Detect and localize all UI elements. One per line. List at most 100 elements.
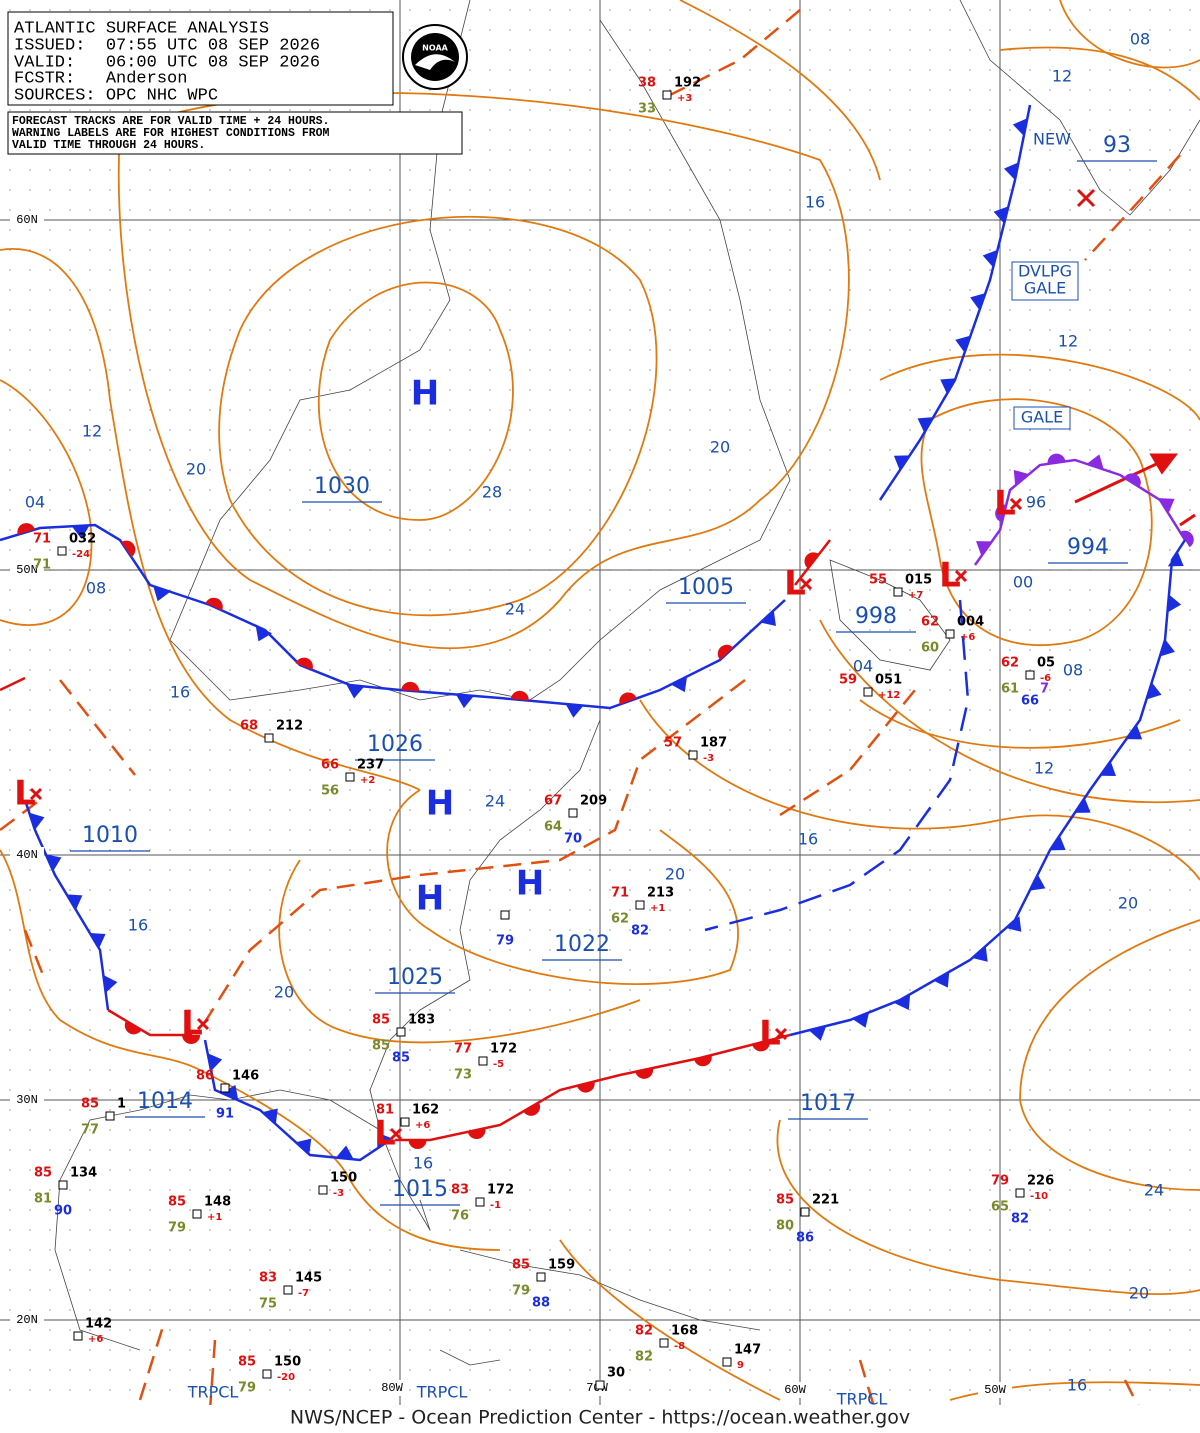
station-vis: 70: [564, 832, 582, 847]
station-tend: +12: [878, 690, 900, 701]
station-dew: 82: [635, 1350, 653, 1365]
station-vis: 91: [216, 1107, 234, 1122]
station-marker: [536, 1272, 546, 1282]
station-marker: [595, 1380, 605, 1390]
low-x: [389, 1127, 403, 1141]
station-temp: 83: [451, 1183, 469, 1198]
station-marker: [262, 1369, 272, 1379]
grid-label-box: [375, 1380, 409, 1396]
station-marker: [500, 910, 510, 920]
warning-label: TRPCL: [187, 1383, 239, 1402]
front-triangle: [295, 1138, 312, 1155]
center-pressure: 1010: [82, 823, 138, 848]
grid-label: 60W: [784, 1383, 806, 1397]
station-tend: +6: [88, 1334, 103, 1345]
front-semicircle: [182, 1035, 201, 1044]
station-dew: 76: [451, 1209, 469, 1224]
front-triangle: [1005, 916, 1022, 932]
station-pressure: 30: [607, 1366, 625, 1381]
station-temp: 71: [611, 886, 629, 901]
front-semicircle: [467, 1128, 486, 1140]
station-pressure: 150: [274, 1355, 301, 1370]
front-semicircle: [124, 1020, 142, 1035]
front-triangle: [1100, 761, 1116, 776]
low-center: L: [14, 774, 36, 814]
header-line: VALID: 06:00 UTC 08 SEP 2026: [14, 53, 320, 72]
grid-label: 50N: [16, 563, 38, 577]
station-temp: 85: [238, 1355, 256, 1370]
low-x: [29, 787, 43, 801]
grid-label: 20N: [16, 1313, 38, 1327]
station-marker: [722, 1357, 732, 1367]
station-tend: -20: [277, 1372, 295, 1383]
station-dew: 79: [512, 1284, 530, 1299]
front-semicircle: [619, 692, 637, 705]
station-dew: 79: [238, 1381, 256, 1396]
station-marker: [57, 546, 67, 556]
front-triangle: [1159, 639, 1175, 657]
front-semicircle: [510, 690, 529, 701]
grid-label: 50W: [984, 1383, 1006, 1397]
isobar-label: 12: [1052, 67, 1072, 86]
station-temp: 85: [81, 1097, 99, 1112]
isobar-label: 28: [482, 483, 502, 502]
station-marker: [800, 1207, 810, 1217]
grid-label-box: [10, 212, 44, 228]
grid-label: 40N: [16, 848, 38, 862]
low-center: L: [181, 1004, 203, 1044]
front-triangle: [1004, 162, 1019, 181]
station-marker: [475, 1197, 485, 1207]
station-temp: 79: [991, 1174, 1009, 1189]
isobar-label: 16: [413, 1154, 433, 1173]
station-tend: +1: [650, 903, 665, 914]
front-semicircle: [1124, 473, 1141, 488]
grid-label-box: [778, 1382, 812, 1398]
center-pressure: 1026: [367, 732, 423, 757]
front-triangle: [207, 1053, 223, 1071]
station-tend: +1: [207, 1212, 222, 1223]
station-temp: 57: [664, 736, 682, 751]
station-dew: 81: [34, 1192, 52, 1207]
front-triangle: [1013, 469, 1030, 486]
low-center: L: [784, 564, 806, 604]
station-temp: 67: [544, 794, 562, 809]
station-temp: 71: [33, 532, 51, 547]
station-dew: 65: [991, 1200, 1009, 1215]
station-temp: 59: [839, 673, 857, 688]
front-triangle: [1086, 454, 1104, 470]
front-triangle: [455, 694, 474, 709]
front-triangle: [262, 1108, 278, 1125]
grid-label-box: [10, 847, 44, 863]
front-semicircle: [694, 1055, 712, 1067]
station-tend: -3: [333, 1188, 344, 1199]
surface-trough: [704, 599, 970, 932]
front-triangle: [670, 676, 688, 693]
front-triangle: [335, 1145, 354, 1160]
isobar-label: 20: [274, 983, 294, 1002]
station-temp: 83: [259, 1271, 277, 1286]
front-triangle: [89, 932, 106, 949]
station-pressure: 145: [295, 1271, 322, 1286]
low-x: [799, 577, 813, 591]
station-pressure: 148: [204, 1195, 231, 1210]
station-temp: 86: [196, 1069, 214, 1084]
station-pressure: 209: [580, 794, 607, 809]
cold-front: [203, 1039, 391, 1162]
center-pressure: 1022: [554, 932, 610, 957]
front-semicircle: [577, 1081, 595, 1093]
header-line: SOURCES: OPC NHC WPC: [14, 86, 218, 105]
notice-line: FORECAST TRACKS ARE FOR VALID TIME + 24 …: [12, 115, 329, 128]
station-pressure: 1: [117, 1097, 126, 1112]
station-marker: [688, 750, 698, 760]
station-dew: 73: [454, 1068, 472, 1083]
station-dew: 80: [776, 1219, 794, 1234]
station-tend: -6: [1040, 673, 1051, 684]
station-pressure: 015: [905, 573, 932, 588]
station-dew: 77: [81, 1123, 99, 1138]
station-pressure: 051: [875, 673, 902, 688]
front-triangle: [103, 974, 118, 993]
front-triangle: [1012, 118, 1028, 136]
warning-box: [1011, 261, 1079, 301]
station-marker: [73, 1331, 83, 1341]
